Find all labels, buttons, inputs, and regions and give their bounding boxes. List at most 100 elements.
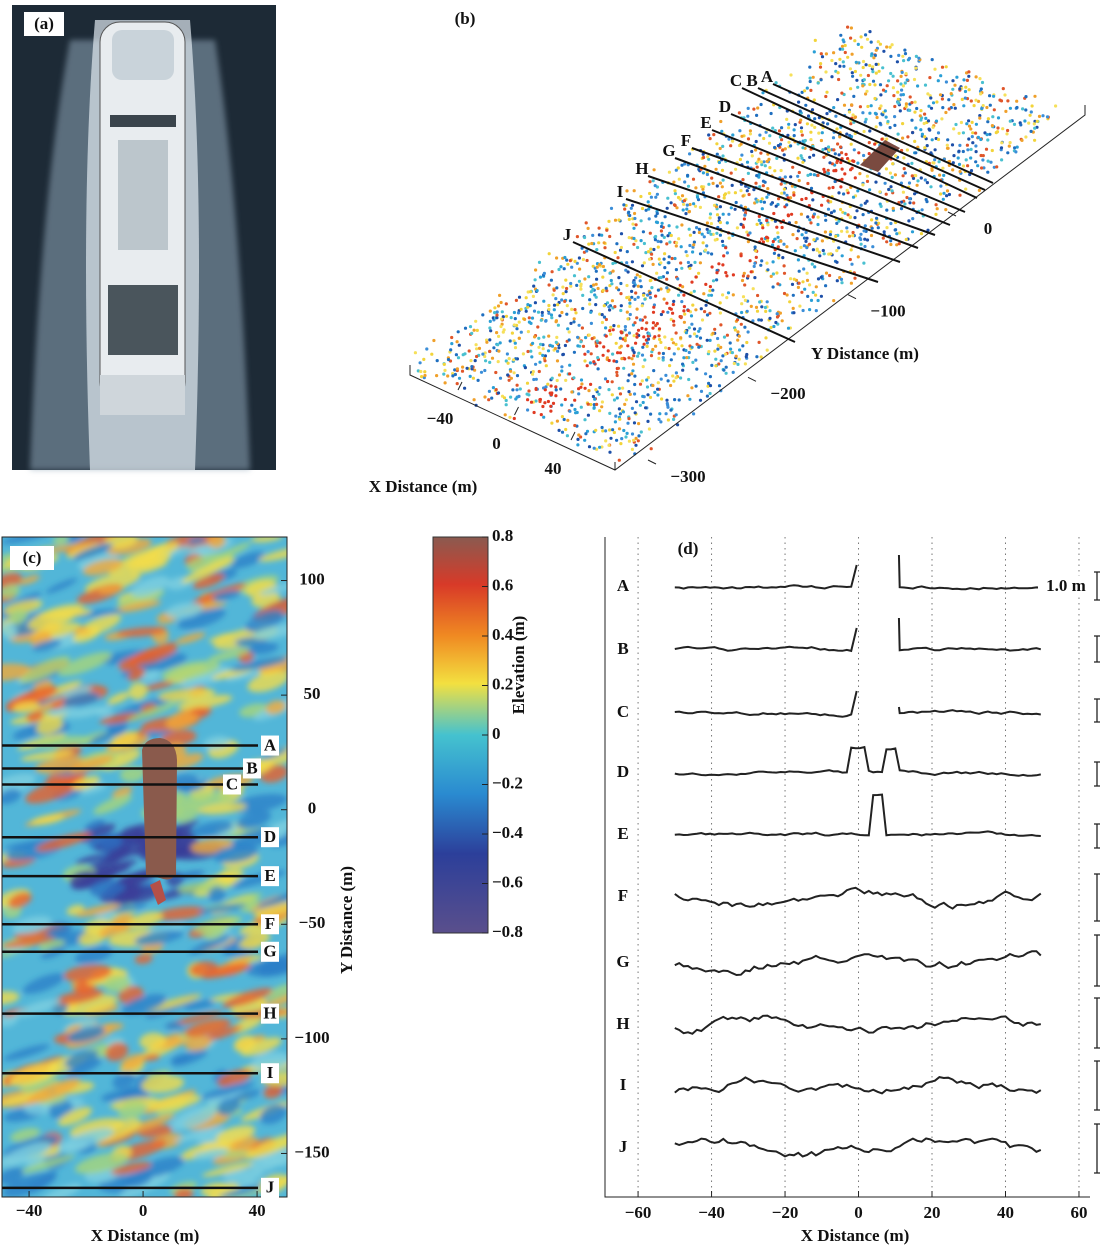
- point: [744, 362, 747, 365]
- point: [1000, 141, 1003, 144]
- point: [652, 369, 655, 372]
- x-tick-label: 60: [1070, 1203, 1087, 1222]
- point: [743, 283, 746, 286]
- point: [766, 223, 769, 226]
- point: [551, 377, 554, 380]
- point: [762, 137, 765, 140]
- point: [641, 379, 644, 382]
- point: [853, 148, 856, 151]
- point: [515, 327, 518, 330]
- point: [615, 242, 618, 245]
- point: [815, 285, 818, 288]
- point: [457, 356, 460, 359]
- point: [1013, 146, 1016, 149]
- point: [879, 122, 882, 125]
- point: [668, 255, 671, 258]
- point: [549, 410, 552, 413]
- point: [811, 263, 814, 266]
- point: [734, 168, 737, 171]
- point: [573, 308, 576, 311]
- point: [536, 325, 539, 328]
- point: [766, 187, 769, 190]
- point: [649, 291, 652, 294]
- point: [944, 208, 947, 211]
- point: [820, 204, 823, 207]
- point: [627, 379, 630, 382]
- point: [732, 371, 735, 374]
- point: [924, 84, 927, 87]
- point: [776, 282, 779, 285]
- point: [910, 162, 913, 165]
- point: [946, 147, 949, 150]
- point: [495, 388, 498, 391]
- row-label: E: [617, 824, 628, 843]
- point: [542, 300, 545, 303]
- point: [652, 306, 655, 309]
- point: [685, 208, 688, 211]
- point: [913, 192, 916, 195]
- point: [688, 267, 691, 270]
- point: [799, 246, 802, 249]
- panel-d: −60−40−200204060X Distance (m)(d)ABCDEFG…: [605, 537, 1100, 1245]
- point: [652, 311, 655, 314]
- point: [625, 296, 628, 299]
- point: [573, 424, 576, 427]
- point: [703, 235, 706, 238]
- point: [952, 154, 955, 157]
- point: [862, 66, 865, 69]
- point: [670, 338, 673, 341]
- point: [975, 75, 978, 78]
- point: [511, 332, 514, 335]
- point: [688, 152, 691, 155]
- point: [555, 320, 558, 323]
- point: [549, 344, 552, 347]
- point: [553, 308, 556, 311]
- point: [652, 179, 655, 182]
- point: [735, 355, 738, 358]
- x-tick-label: −40: [16, 1201, 43, 1220]
- point: [583, 353, 586, 356]
- point: [646, 385, 649, 388]
- point: [642, 335, 645, 338]
- x-axis-label: X Distance (m): [369, 477, 478, 496]
- point: [454, 373, 457, 376]
- point: [607, 220, 610, 223]
- point: [988, 133, 991, 136]
- point: [639, 279, 642, 282]
- point: [945, 80, 948, 83]
- point: [950, 92, 953, 95]
- point: [639, 318, 642, 321]
- point: [625, 284, 628, 287]
- point: [595, 270, 598, 273]
- point: [690, 281, 693, 284]
- point: [730, 172, 733, 175]
- point: [894, 154, 897, 157]
- point: [592, 283, 595, 286]
- point: [420, 375, 423, 378]
- point: [607, 388, 610, 391]
- point: [742, 274, 745, 277]
- point: [763, 201, 766, 204]
- point: [748, 231, 751, 234]
- point: [602, 265, 605, 268]
- point: [663, 258, 666, 261]
- row-label: J: [619, 1137, 628, 1156]
- point: [868, 83, 871, 86]
- point: [721, 169, 724, 172]
- point: [870, 218, 873, 221]
- point: [622, 367, 625, 370]
- point: [685, 250, 688, 253]
- point: [911, 174, 914, 177]
- point: [882, 237, 885, 240]
- point: [825, 52, 828, 55]
- point: [976, 164, 979, 167]
- point: [634, 342, 637, 345]
- point: [633, 334, 636, 337]
- point: [481, 313, 484, 316]
- x-tick-label: 0: [492, 434, 501, 453]
- point: [820, 139, 823, 142]
- point: [686, 204, 689, 207]
- point: [670, 358, 673, 361]
- point: [687, 309, 690, 312]
- point: [719, 221, 722, 224]
